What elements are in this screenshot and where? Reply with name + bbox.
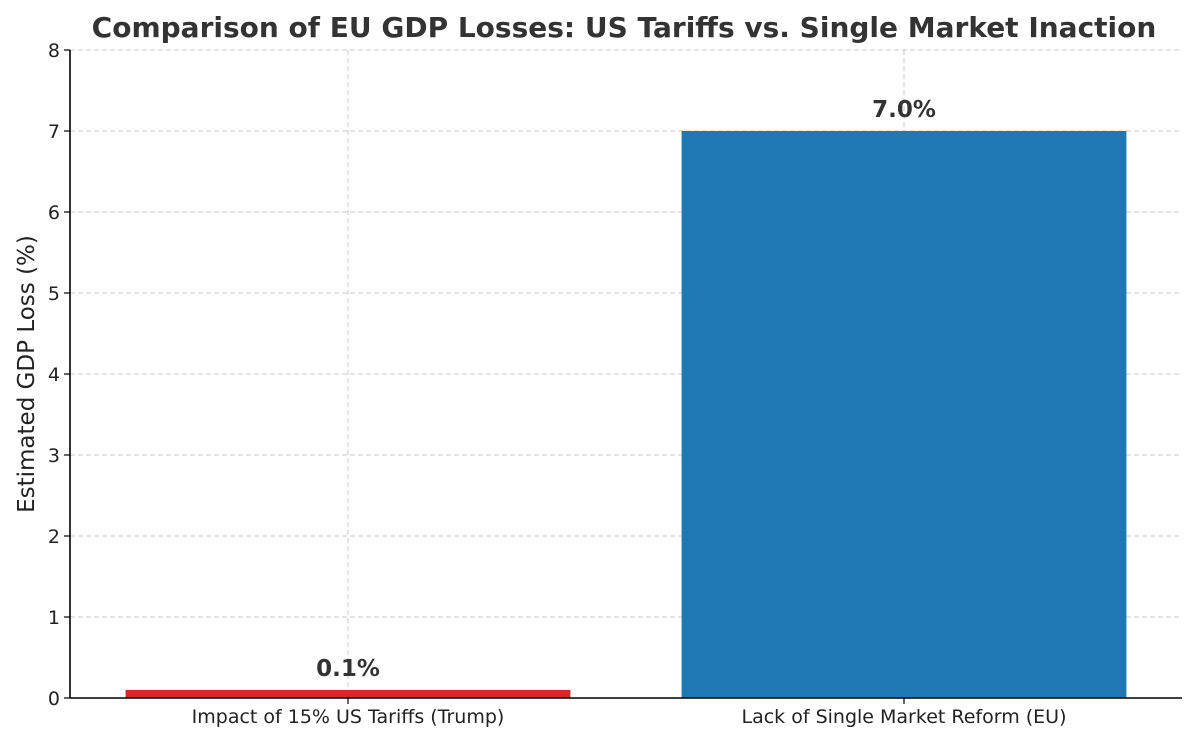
axes bbox=[64, 49, 1182, 704]
y-tick-label: 7 bbox=[48, 121, 60, 143]
x-tick-label: Lack of Single Market Reform (EU) bbox=[742, 706, 1067, 728]
y-tick-label: 2 bbox=[48, 526, 60, 548]
chart-title: Comparison of EU GDP Losses: US Tariffs … bbox=[92, 11, 1157, 44]
y-tick-label: 8 bbox=[48, 40, 60, 62]
y-tick-label: 4 bbox=[48, 364, 60, 386]
bar bbox=[125, 689, 571, 698]
y-axis-label: Estimated GDP Loss (%) bbox=[14, 235, 40, 513]
grid bbox=[70, 49, 1182, 698]
y-tick-label: 3 bbox=[48, 445, 60, 467]
y-tick-label: 5 bbox=[48, 283, 60, 305]
x-tick-label: Impact of 15% US Tariffs (Trump) bbox=[192, 706, 505, 728]
bar bbox=[681, 131, 1127, 698]
y-tick-label: 6 bbox=[48, 202, 60, 224]
data-label: 7.0% bbox=[872, 97, 936, 123]
y-tick-label: 1 bbox=[48, 607, 60, 629]
y-tick-label: 0 bbox=[48, 688, 60, 710]
data-label: 0.1% bbox=[316, 656, 380, 682]
bars bbox=[125, 131, 1127, 698]
labels: 0 1 2 3 4 5 6 7 8 Impact of 15% US Tariffs (Trump… bbox=[48, 40, 1067, 728]
